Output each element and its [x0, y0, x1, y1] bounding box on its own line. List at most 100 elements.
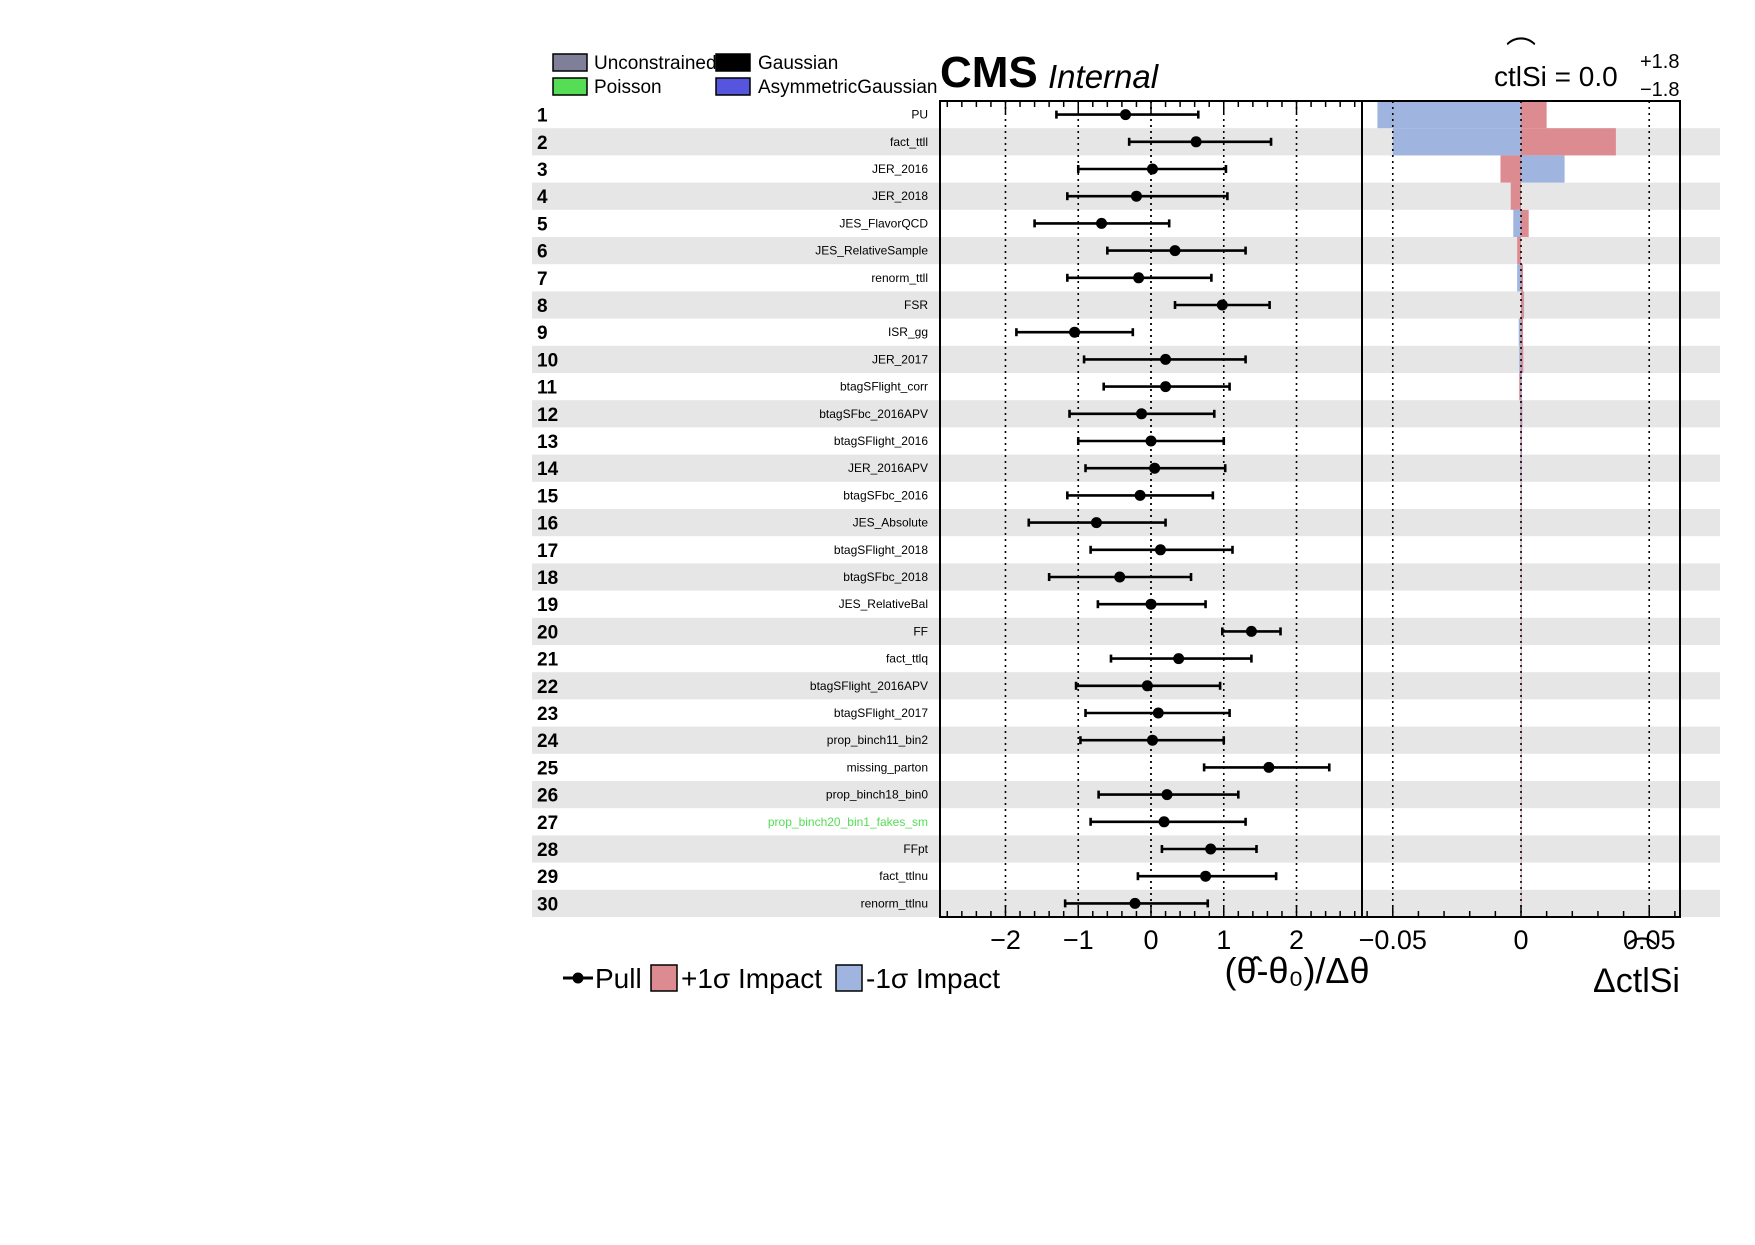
impact-bar-plus	[1510, 182, 1521, 210]
pull-marker	[1154, 544, 1166, 556]
impact-bar-plus	[1521, 481, 1522, 509]
poi-label: ctlSi = 0.0	[1494, 61, 1618, 92]
impact-bar-minus	[1520, 481, 1522, 509]
pull-marker	[1145, 598, 1157, 610]
row-rank: 20	[537, 622, 558, 643]
row-parameter-name: missing_parton	[847, 760, 928, 774]
impact-bar-minus	[1517, 264, 1521, 292]
row-parameter-name: renorm_ttll	[871, 271, 928, 285]
poi-down-error: −1.8	[1640, 79, 1679, 101]
pull-marker	[1120, 109, 1132, 121]
row-parameter-name: btagSFlight_2016	[834, 434, 928, 448]
row-rank: 8	[537, 296, 548, 317]
pull-tick-label: 1	[1216, 925, 1231, 955]
pull-tick-label: 2	[1289, 925, 1304, 955]
row-parameter-name: fact_ttlq	[886, 652, 928, 666]
poi-up-error: +1.8	[1640, 51, 1679, 73]
legend-minus-impact-label: -1σ Impact	[866, 963, 1000, 994]
row-parameter-name: btagSFbc_2016APV	[819, 407, 928, 421]
pull-marker	[1129, 897, 1141, 909]
row-rank: 27	[537, 813, 558, 834]
pull-marker	[1216, 299, 1228, 311]
row-rank: 14	[537, 459, 559, 480]
row-parameter-name: JER_2017	[872, 352, 928, 366]
impact-bar-plus	[1521, 427, 1523, 455]
row-rank: 9	[537, 323, 548, 344]
row-band	[532, 835, 1720, 863]
impact-bar-plus	[1517, 237, 1521, 265]
grid-lines	[1004, 101, 1651, 917]
impact-bar-plus	[1521, 128, 1616, 156]
legend-gaussian-label: Gaussian	[758, 53, 838, 74]
row-parameter-name: prop_binch18_bin0	[826, 788, 928, 802]
row-rank: 21	[537, 650, 559, 671]
pull-marker	[1141, 680, 1153, 692]
row-parameter-name: fact_ttll	[890, 135, 928, 149]
row-parameter-name: FFpt	[903, 842, 928, 856]
impact-bar-minus	[1520, 427, 1521, 455]
row-rank: 17	[537, 541, 558, 562]
row-rank: 11	[537, 378, 558, 399]
row-parameter-name: FSR	[904, 298, 928, 312]
impact-bar-minus	[1521, 373, 1523, 401]
row-rank: 30	[537, 894, 558, 915]
impact-bar-plus	[1521, 209, 1529, 237]
legend-poisson-label: Poisson	[594, 77, 662, 98]
impact-bar-plus	[1521, 318, 1524, 346]
pull-marker	[1146, 734, 1158, 746]
row-parameter-name: JES_FlavorQCD	[839, 216, 928, 230]
row-parameter-name: JER_2016APV	[848, 461, 928, 475]
impact-bar-plus	[1521, 835, 1522, 863]
row-parameter-name: btagSFlight_2018	[834, 543, 928, 557]
impact-bar-plus	[1521, 672, 1522, 700]
row-band	[532, 291, 1720, 319]
pull-marker	[1169, 245, 1181, 257]
row-rank: 10	[537, 350, 558, 371]
impact-bar-minus	[1521, 155, 1565, 183]
impact-bar-plus	[1519, 373, 1521, 401]
row-labels: 1 PU 2 fact_ttll 3 JER_2016 4 JER_2018 5 JES_Flav…	[537, 106, 929, 916]
row-rank: 1	[537, 106, 548, 127]
row-rank: 22	[537, 677, 558, 698]
pull-marker	[1263, 761, 1275, 773]
pull-tick-label: −2	[990, 925, 1021, 955]
row-rank: 19	[537, 595, 558, 616]
row-rank: 24	[537, 731, 559, 752]
pull-marker	[1152, 707, 1164, 719]
legend-asymgaussian-swatch	[715, 77, 751, 96]
legend-asymgaussian-label: AsymmetricGaussian	[758, 77, 938, 98]
row-parameter-name: renorm_ttlnu	[861, 896, 928, 910]
row-parameter-name: JES_Absolute	[853, 516, 929, 530]
pull-marker	[1096, 217, 1108, 229]
pull-marker	[1190, 136, 1202, 148]
row-rank: 28	[537, 840, 558, 861]
row-rank: 2	[537, 133, 548, 154]
top-legend: Unconstrained Gaussian Poisson Asymmetri…	[552, 53, 938, 98]
impact-bar-plus	[1521, 726, 1522, 754]
row-rank: 18	[537, 568, 558, 589]
row-rank: 12	[537, 405, 558, 426]
legend-poisson-swatch	[552, 77, 588, 96]
impact-tick-label: −0.05	[1359, 925, 1427, 955]
impact-bar-plus	[1500, 155, 1521, 183]
pull-marker	[1069, 326, 1081, 338]
pull-marker	[1130, 190, 1142, 202]
row-parameter-name: FF	[913, 624, 928, 638]
pull-marker	[1158, 816, 1170, 828]
pull-marker	[1149, 462, 1161, 474]
row-parameter-name: btagSFlight_2017	[834, 706, 928, 720]
legend-plus-impact-swatch	[650, 964, 678, 992]
cms-label: CMS	[940, 48, 1038, 97]
impact-bar-plus	[1521, 101, 1547, 129]
legend-minus-impact-swatch	[835, 964, 863, 992]
legend-gaussian-swatch	[715, 53, 751, 72]
axes: −2 −1 0 1 2 −0.05 0 0.05	[939, 100, 1681, 955]
impact-bar-plus	[1521, 617, 1522, 645]
impact-bar-plus	[1521, 264, 1524, 292]
row-parameter-name: JER_2016	[872, 162, 928, 176]
impact-bar-minus	[1392, 128, 1521, 156]
row-rank: 4	[537, 187, 548, 208]
pull-marker	[1205, 843, 1217, 855]
row-parameter-name: JER_2018	[872, 189, 928, 203]
